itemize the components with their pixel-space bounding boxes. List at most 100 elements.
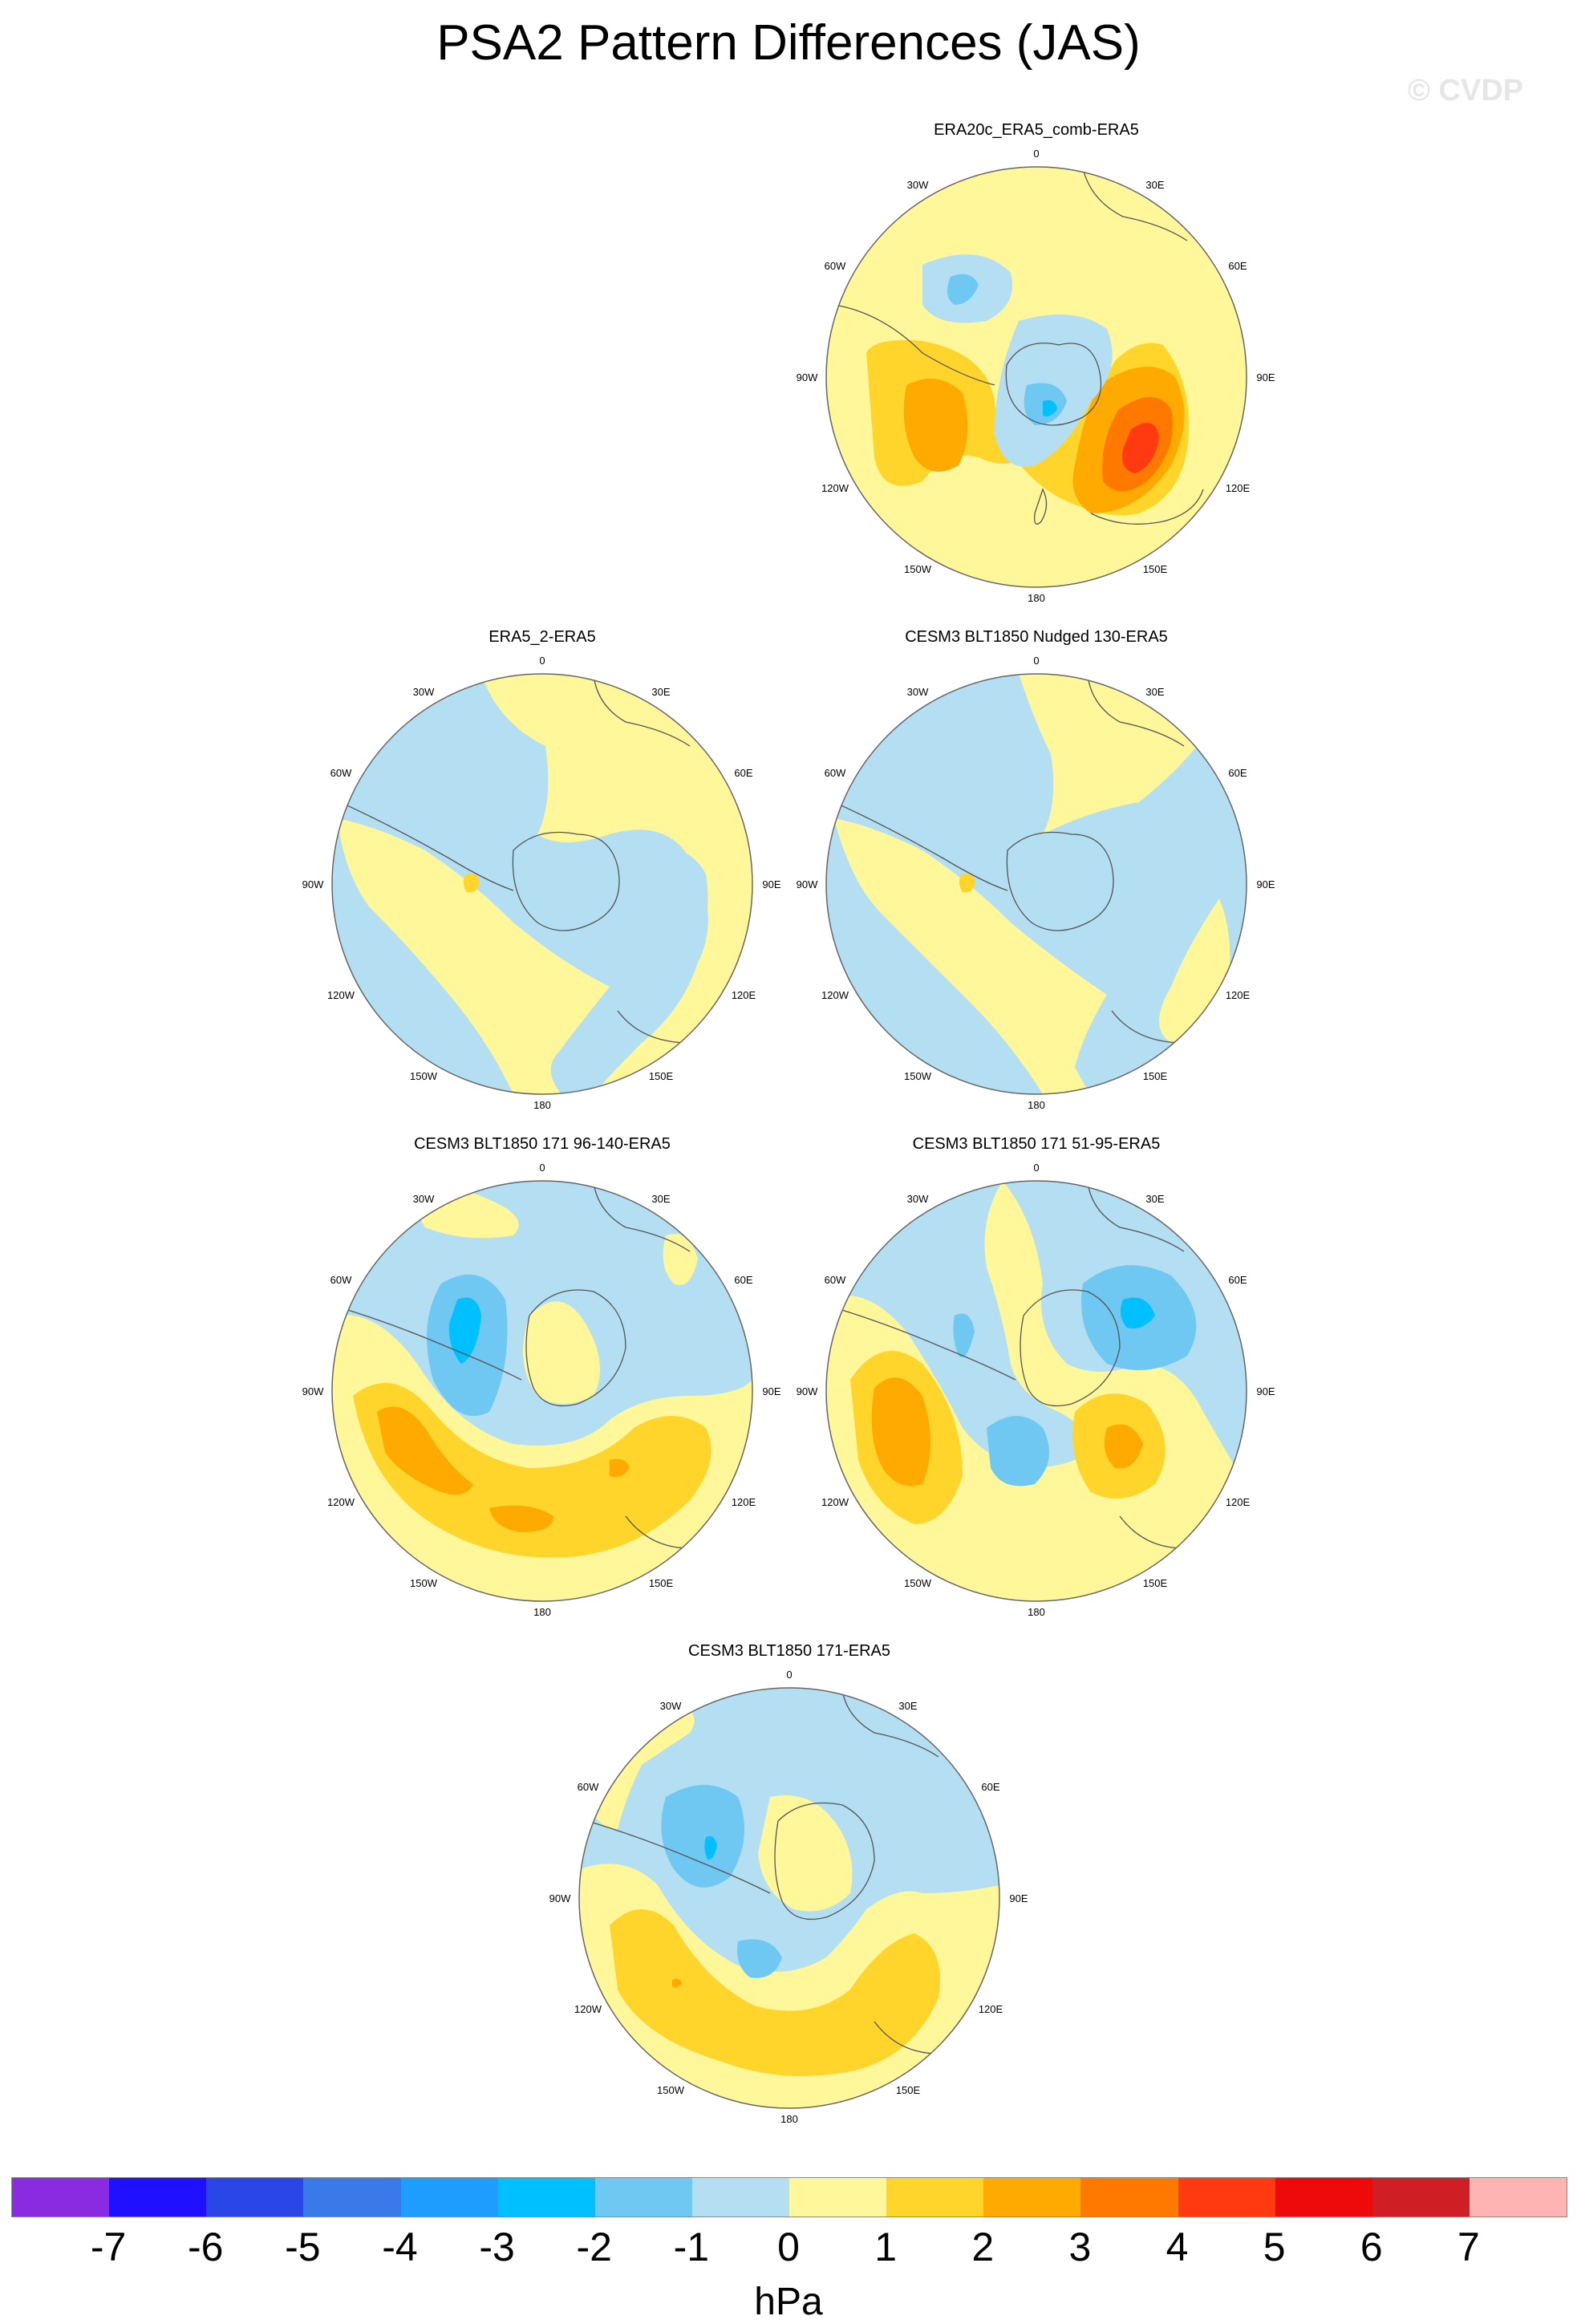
lon-label: 120W [821, 1496, 849, 1508]
lon-label: 150W [410, 1577, 438, 1589]
colorbar-swatch [12, 2178, 110, 2217]
lon-label: 120E [1226, 482, 1251, 494]
colorbar-tick-label: -4 [382, 2225, 418, 2269]
longitude-labels: 0 30E 60E 90E 120E 150E 180 150W 120W 90… [302, 655, 781, 1111]
lon-label: 60E [1228, 1274, 1247, 1286]
lon-label: 150W [904, 1070, 932, 1082]
lon-label: 120W [327, 1496, 355, 1508]
colorbar-tick-label: -7 [90, 2225, 127, 2269]
lon-label: 120W [821, 989, 849, 1001]
map-panel-era5-2: ERA5_2-ERA5 0 30E 60E 90E 120E 150E 180 … [302, 628, 781, 1111]
lon-label: 150E [1143, 1070, 1168, 1082]
colorbar-swatch [109, 2178, 207, 2217]
lon-label: 0 [1033, 1162, 1039, 1174]
lon-label: 90E [1256, 878, 1275, 890]
lon-label: 150W [904, 1577, 932, 1589]
colorbar-swatch [886, 2178, 984, 2217]
longitude-labels: 0 30E 60E 90E 120E 150E 180 150W 120W 90… [797, 1162, 1275, 1618]
lon-label: 0 [786, 1669, 792, 1681]
colorbar-swatch [400, 2178, 498, 2217]
colorbar-tick-label: 0 [777, 2225, 800, 2269]
colorbar-swatch [206, 2178, 304, 2217]
lon-label: 150E [649, 1070, 674, 1082]
lon-label: 90W [797, 878, 818, 890]
lon-label: 30E [1145, 686, 1164, 698]
lon-label: 120E [732, 1496, 756, 1508]
lon-label: 60W [330, 1274, 352, 1286]
colorbar-tick-label: -6 [188, 2225, 224, 2269]
lon-label: 180 [1028, 1099, 1045, 1111]
colorbar-swatch [1275, 2178, 1372, 2217]
colorbar-tick-label: -1 [673, 2225, 710, 2269]
figure-title: PSA2 Pattern Differences (JAS) [436, 15, 1141, 71]
colorbar-tick-label: 1 [874, 2225, 898, 2269]
colorbar-swatch [691, 2178, 789, 2217]
lon-label: 180 [1028, 1606, 1045, 1618]
lon-label: 90E [762, 878, 780, 890]
colorbar-tick-label: -3 [479, 2225, 515, 2269]
colorbar-unit-label: hPa [754, 2281, 823, 2323]
colorbar-swatch [594, 2178, 692, 2217]
lon-label: 30E [1145, 1193, 1164, 1205]
lon-label: 120W [821, 482, 849, 494]
lon-label: 90W [549, 1892, 571, 1904]
lon-label: 0 [1033, 655, 1039, 667]
lon-label: 60E [1228, 767, 1247, 779]
lon-label: 180 [533, 1099, 551, 1111]
lon-label: 30W [907, 1193, 929, 1205]
longitude-labels: 0 30E 60E 90E 120E 150E 180 150W 120W 90… [549, 1669, 1028, 2125]
lon-label: 150E [896, 2084, 921, 2096]
colorbar-swatch [1178, 2178, 1275, 2217]
colorbar-tick-label: 3 [1068, 2225, 1092, 2269]
lon-label: 120E [732, 989, 756, 1001]
lon-label: 0 [539, 655, 545, 667]
lon-label: 120E [1226, 1496, 1251, 1508]
colorbar-tick-label: 7 [1457, 2225, 1480, 2269]
longitude-labels: 0 30E 60E 90E 120E 150E 180 150W 120W 90… [302, 1162, 781, 1618]
lon-label: 150W [657, 2084, 685, 2096]
lon-label: 30E [651, 1193, 670, 1205]
panel-title: CESM3 BLT1850 Nudged 130-ERA5 [905, 628, 1168, 646]
lon-label: 60W [825, 1274, 846, 1286]
lon-label: 90E [1009, 1892, 1028, 1904]
lon-label: 90E [1256, 1385, 1275, 1397]
lon-label: 60E [1228, 260, 1247, 272]
lon-label: 90E [1256, 371, 1275, 383]
lon-label: 30W [413, 686, 435, 698]
lon-label: 60E [734, 1274, 752, 1286]
colorbar-swatch [789, 2178, 887, 2217]
colorbar-swatch [497, 2178, 595, 2217]
lon-label: 60W [825, 767, 846, 779]
colorbar-swatch [1080, 2178, 1178, 2217]
colorbar-tick-label: -5 [285, 2225, 321, 2269]
colorbar [11, 2177, 1567, 2217]
lon-label: 150W [410, 1070, 438, 1082]
colorbar-swatch [983, 2178, 1081, 2217]
lon-label: 0 [1033, 148, 1039, 160]
lon-label: 30E [651, 686, 670, 698]
lon-label: 30W [907, 179, 929, 191]
panel-title: CESM3 BLT1850 171 96-140-ERA5 [414, 1135, 671, 1153]
map-panel-96-140: CESM3 BLT1850 171 96-140-ERA5 0 30E 60E … [302, 1135, 781, 1618]
lon-label: 90E [762, 1385, 780, 1397]
watermark: © CVDP [1408, 74, 1524, 107]
lon-label: 90W [302, 1385, 324, 1397]
lon-label: 150E [649, 1577, 674, 1589]
lon-label: 150E [1143, 563, 1168, 575]
colorbar-swatch [1469, 2178, 1567, 2217]
lon-label: 0 [539, 1162, 545, 1174]
lon-label: 150W [904, 563, 932, 575]
lon-label: 180 [780, 2113, 798, 2125]
map-panel-171: CESM3 BLT1850 171-ERA5 0 30E 60E 90E 120… [549, 1642, 1028, 2125]
lon-label: 150E [1143, 1577, 1168, 1589]
lon-label: 60W [578, 1781, 599, 1793]
lon-label: 90W [797, 371, 818, 383]
lon-label: 30W [907, 686, 929, 698]
lon-label: 30W [660, 1700, 682, 1712]
lon-label: 60E [981, 1781, 999, 1793]
panel-title: CESM3 BLT1850 171 51-95-ERA5 [913, 1135, 1161, 1153]
lon-label: 60W [825, 260, 846, 272]
lon-label: 180 [1028, 592, 1045, 604]
panel-title: ERA5_2-ERA5 [489, 628, 595, 646]
